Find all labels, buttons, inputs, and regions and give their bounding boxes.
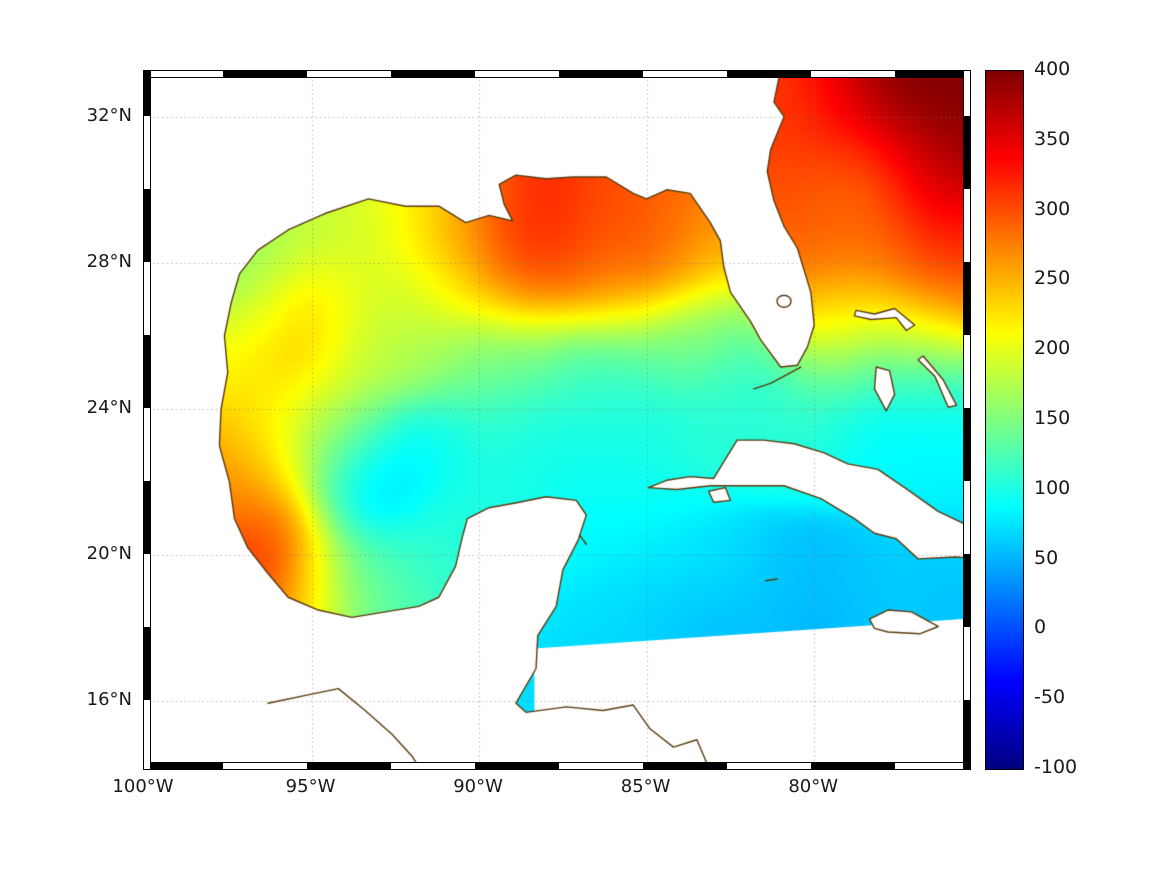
colorbar-tick-label: 400 [1034,58,1071,80]
colorbar-tick-label: 350 [1034,127,1071,150]
lat-tick-label: 32°N [86,104,132,126]
lon-tick-label: 80°W [788,776,839,797]
lat-tick-label: 24°N [86,397,132,419]
colorbar [985,70,1024,770]
lon-tick-label: 100°W [112,776,174,797]
lon-tick-label: 95°W [285,776,336,797]
lon-tick-label: 90°W [453,776,503,797]
colorbar-tick-label: -100 [1034,756,1078,778]
frame-left [143,70,151,770]
colorbar-tick-label: -50 [1034,686,1066,709]
lat-tick-label: 20°N [86,543,132,565]
frame-right [963,70,971,770]
lat-tick-label: 28°N [86,250,132,272]
colorbar-tick-label: 150 [1034,407,1071,429]
colorbar-tick-label: 0 [1034,616,1047,639]
frame-bottom [143,762,971,770]
colorbar-tick-label: 100 [1034,476,1071,499]
colorbar-gradient [986,71,1023,769]
lat-tick-label: 16°N [86,689,132,711]
colorbar-tick-label: 50 [1034,546,1059,569]
colorbar-tick-label: 250 [1034,267,1071,290]
frame-top [143,70,971,78]
colorbar-tick-label: 200 [1034,337,1071,360]
colorbar-tick-label: 300 [1034,197,1071,220]
map-canvas [144,71,970,769]
lon-tick-label: 85°W [620,776,671,797]
map-plot [143,70,971,770]
